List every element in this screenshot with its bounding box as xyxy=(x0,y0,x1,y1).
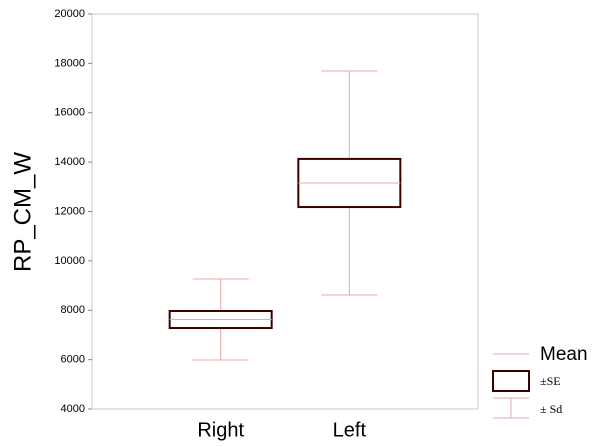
legend-se-swatch xyxy=(492,370,530,392)
x-tick-label: Right xyxy=(197,419,244,441)
x-tick-label: Left xyxy=(333,419,367,441)
y-tick-label: 8000 xyxy=(61,304,85,316)
y-tick-label: 10000 xyxy=(54,255,85,267)
legend-label: ± Sd xyxy=(540,402,562,416)
y-tick-label: 20000 xyxy=(54,8,85,20)
y-tick-label: 6000 xyxy=(61,354,85,366)
y-tick-label: 16000 xyxy=(54,107,85,119)
legend-label: Mean xyxy=(540,344,588,365)
y-tick-label: 4000 xyxy=(61,403,85,415)
y-tick-label: 14000 xyxy=(54,156,85,168)
y-axis-label: RP_CM_W xyxy=(9,152,36,272)
y-tick-label: 18000 xyxy=(54,57,85,69)
legend-label: ±SE xyxy=(540,374,561,388)
plot-frame xyxy=(91,13,479,410)
y-tick-label: 12000 xyxy=(54,205,85,217)
